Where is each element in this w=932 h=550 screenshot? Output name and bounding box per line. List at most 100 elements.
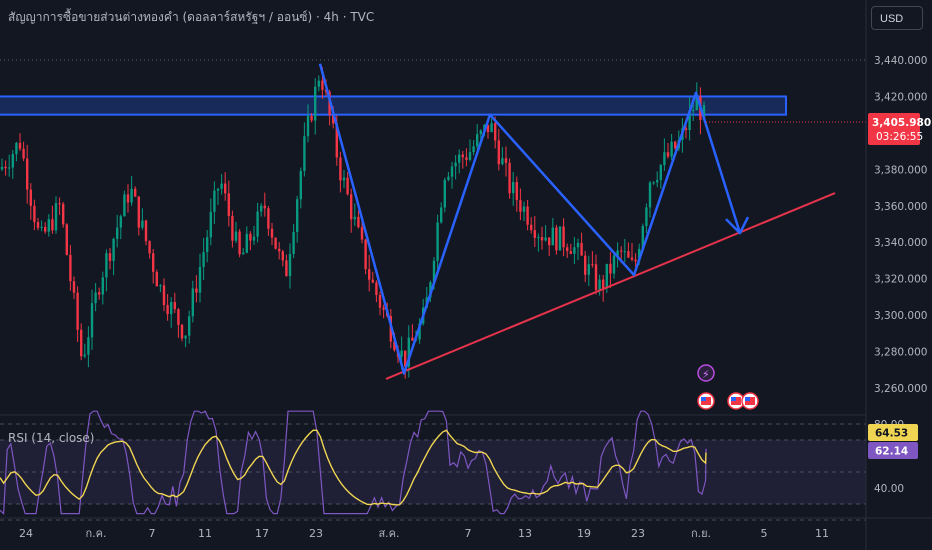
time-tick-label: ก.ค. [85, 527, 106, 540]
candle-body [674, 141, 677, 149]
candle-body [404, 350, 407, 367]
countdown-label: 03:26:55 [876, 131, 923, 143]
pattern-zigzag-line[interactable] [318, 63, 742, 375]
candle-body [8, 167, 11, 169]
candle-body [688, 110, 691, 130]
candle-body [479, 130, 482, 135]
candle-body [494, 123, 497, 141]
rsi-ma-line [0, 429, 707, 506]
candle-body [285, 260, 288, 277]
candle-body [134, 188, 137, 197]
candle-body [141, 220, 144, 228]
candle-body [306, 116, 310, 137]
candle-body [220, 183, 223, 189]
lightning-glyph-icon: ⚡ [702, 368, 710, 381]
event-icons[interactable]: ⚡ [697, 364, 759, 410]
candle-body [501, 158, 504, 165]
candle-body [357, 216, 360, 228]
candle-body [62, 203, 65, 225]
candle-body [605, 263, 608, 289]
candle-body [170, 302, 173, 315]
flag-canton-icon [731, 397, 736, 401]
candle-body [270, 228, 274, 238]
candle-body [407, 337, 410, 367]
candle-body [144, 220, 148, 242]
time-axis[interactable]: 24 ก.ค. 7 11 17 23 ส.ค. 7 13 19 23 ก.ย. 5 11 [19, 527, 829, 540]
price-tick-label: 3,280.000 [874, 347, 927, 359]
candle-body [198, 266, 202, 293]
candle-body [695, 96, 698, 111]
lightning-event-icon [697, 364, 715, 382]
candle-body [238, 231, 241, 255]
candle-body [666, 152, 670, 157]
candle-body [656, 180, 659, 183]
candle-body [33, 205, 36, 223]
candle-body [429, 282, 432, 298]
candle-body [324, 89, 328, 92]
candle-body [558, 226, 562, 251]
candle-body [40, 226, 43, 228]
candle-body [335, 123, 338, 158]
candle-body [0, 166, 4, 170]
candle-body [130, 188, 133, 203]
candle-body [162, 285, 166, 306]
candle-body [195, 288, 198, 293]
candle-body [278, 248, 281, 252]
time-tick-label: 19 [577, 527, 591, 540]
time-tick-label: 7 [149, 527, 156, 540]
resistance-zone[interactable] [0, 95, 787, 116]
time-tick-label: 11 [815, 527, 829, 540]
candle-body [72, 281, 76, 293]
candle-body [148, 241, 151, 254]
price-tick-label: 3,440.000 [874, 55, 927, 67]
candle-body [659, 165, 662, 181]
candle-body [112, 238, 115, 261]
ascending-trendline[interactable] [385, 192, 836, 380]
candle-body [105, 253, 108, 278]
candle-body [609, 263, 612, 274]
candle-body [418, 323, 421, 340]
candle-body [598, 279, 601, 290]
candle-body [569, 251, 572, 254]
candle-body [486, 124, 490, 133]
candle-body [346, 177, 349, 195]
projection-arrow[interactable] [725, 216, 750, 235]
candle-body [299, 170, 302, 200]
candle-body [533, 230, 536, 238]
candle-body [260, 205, 263, 212]
candle-body [555, 227, 558, 251]
candle-body [116, 227, 119, 239]
candle-body [252, 236, 256, 241]
candle-body [411, 337, 414, 341]
candle-body [584, 255, 587, 275]
candle-body [281, 251, 284, 261]
arrow-head [725, 216, 750, 235]
candle-body [360, 227, 364, 240]
candle-body [296, 199, 299, 232]
time-tick-label: 23 [309, 527, 323, 540]
candle-body [458, 154, 461, 163]
candle-body [663, 152, 666, 166]
candle-body [191, 288, 194, 317]
rsi-line [0, 410, 707, 515]
candle-body [80, 329, 83, 357]
candle-body [461, 154, 464, 158]
candle-body [22, 148, 25, 159]
price-axis: 3,440.000 3,420.000 3,380.000 3,360.000 3,34… [874, 55, 927, 395]
candle-body [497, 140, 500, 165]
candle-body [76, 292, 79, 330]
candle-body [231, 215, 234, 241]
candle-body [155, 271, 158, 287]
candle-body [522, 206, 526, 212]
candle-body [612, 255, 616, 274]
candle-body [224, 183, 227, 194]
currency-button[interactable]: USD [871, 6, 923, 30]
candle-body [623, 251, 626, 253]
candle-body [173, 302, 176, 310]
rsi-value-label: 64.53 [875, 428, 908, 440]
candle-body [515, 182, 518, 201]
candle-body [234, 231, 238, 241]
candle-body [69, 254, 72, 282]
candle-body [15, 142, 18, 155]
